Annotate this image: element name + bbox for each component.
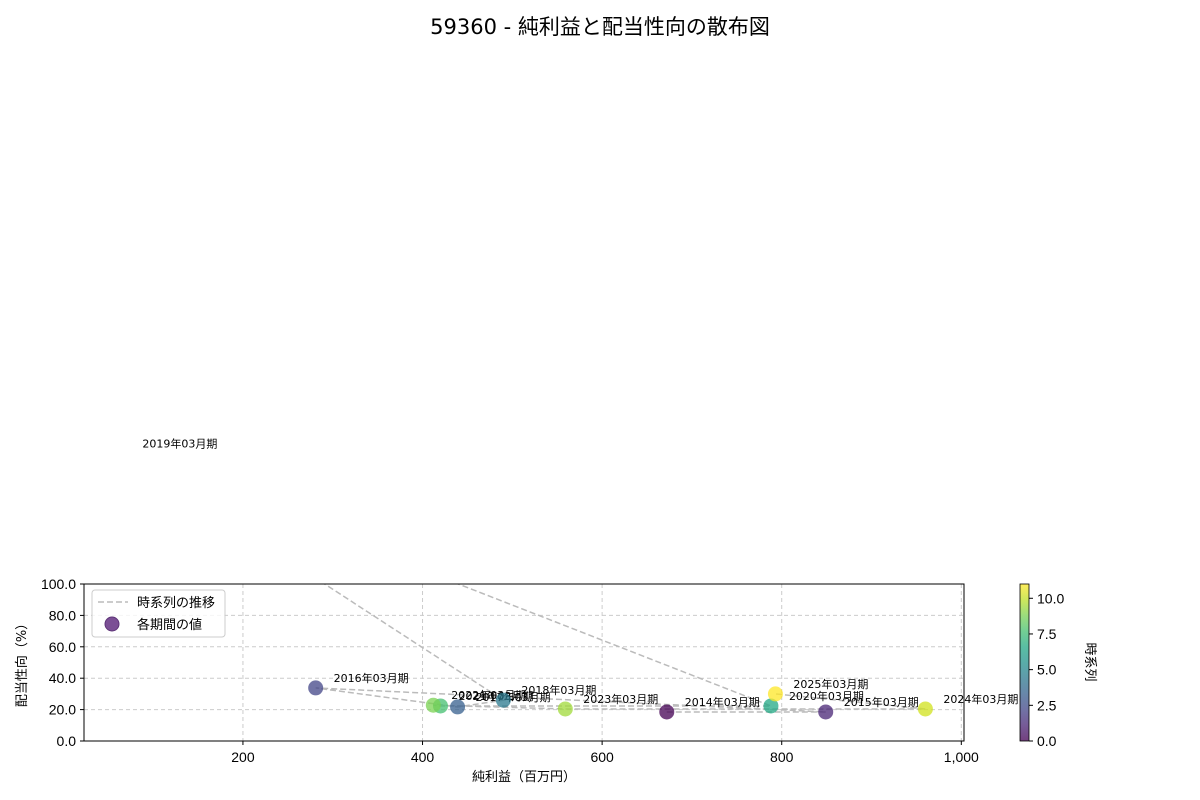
point-label: 2021年03月期 xyxy=(458,689,533,703)
data-point xyxy=(763,698,779,714)
colorbar-tick-label: 7.5 xyxy=(1037,626,1057,642)
colorbar-ticks: 0.0 2.5 5.0 7.5 10.0 xyxy=(1029,590,1064,749)
data-point xyxy=(818,704,834,720)
point-label: 2022年03月期 xyxy=(451,688,526,702)
legend: 時系列の推移 各期間の値 xyxy=(91,589,226,638)
x-tick-label: 200 xyxy=(231,749,255,765)
data-point xyxy=(557,701,573,717)
legend-marker-icon xyxy=(104,616,120,632)
colorbar-tick-label: 10.0 xyxy=(1037,590,1064,606)
data-point xyxy=(308,680,324,696)
x-axis-ticks: 200 400 600 800 1,000 xyxy=(231,741,979,765)
colorbar-tick-label: 2.5 xyxy=(1037,697,1057,713)
point-label: 2016年03月期 xyxy=(334,671,409,685)
data-point xyxy=(495,692,511,708)
y-tick-label: 0.0 xyxy=(57,733,77,749)
grid-lines xyxy=(84,583,964,742)
colorbar-tick-label: 5.0 xyxy=(1037,662,1057,678)
point-labels: 2014年03月期 2015年03月期 2016年03月期 2017年03月期2018… xyxy=(142,437,1018,709)
point-label: 2020年03月期 xyxy=(789,689,864,703)
x-tick-label: 1,000 xyxy=(944,749,979,765)
data-point xyxy=(117,446,132,461)
point-label: 2019年03月期 xyxy=(142,437,217,451)
plot-area-frame xyxy=(83,583,965,742)
colorbar-label: 時系列 xyxy=(1082,642,1097,681)
y-tick-label: 100.0 xyxy=(41,576,76,592)
data-point xyxy=(917,701,933,717)
colorbar-gradient xyxy=(1019,583,1030,742)
y-tick-label: 80.0 xyxy=(49,607,76,623)
time-series-line xyxy=(315,584,926,713)
point-label: 2015年03月期 xyxy=(844,695,919,709)
chart-title: 59360 - 純利益と配当性向の散布図 xyxy=(430,15,770,39)
data-point xyxy=(767,686,783,702)
trend-polyline xyxy=(315,584,926,713)
legend-label-values: 各期間の値 xyxy=(137,617,202,633)
data-points xyxy=(117,446,933,720)
legend-label-trend: 時系列の推移 xyxy=(137,596,215,611)
data-point xyxy=(659,704,675,720)
y-axis-ticks: 0.0 20.0 40.0 60.0 80.0 100.0 xyxy=(41,576,84,749)
y-tick-label: 20.0 xyxy=(49,702,76,718)
y-axis-label: 配当性向（%） xyxy=(14,617,30,707)
point-label: 2025年03月期 xyxy=(793,677,868,691)
y-tick-label: 60.0 xyxy=(49,639,76,655)
y-tick-label: 40.0 xyxy=(49,670,76,686)
colorbar-tick-label: 0.0 xyxy=(1037,733,1057,749)
point-label: 2014年03月期 xyxy=(685,695,760,709)
x-tick-label: 400 xyxy=(411,749,435,765)
data-point xyxy=(450,699,466,715)
x-axis-label: 純利益（百万円） xyxy=(472,770,576,785)
data-point xyxy=(425,697,441,713)
x-tick-label: 800 xyxy=(770,749,794,765)
point-label: 2017年03月期 xyxy=(476,690,551,704)
point-label: 2023年03月期 xyxy=(583,692,658,706)
colorbar: 0.0 2.5 5.0 7.5 10.0 時系列 xyxy=(1019,583,1097,749)
point-label: 2018年03月期 xyxy=(521,683,596,697)
x-tick-label: 600 xyxy=(590,749,614,765)
point-label: 2024年03月期 xyxy=(943,692,1018,706)
